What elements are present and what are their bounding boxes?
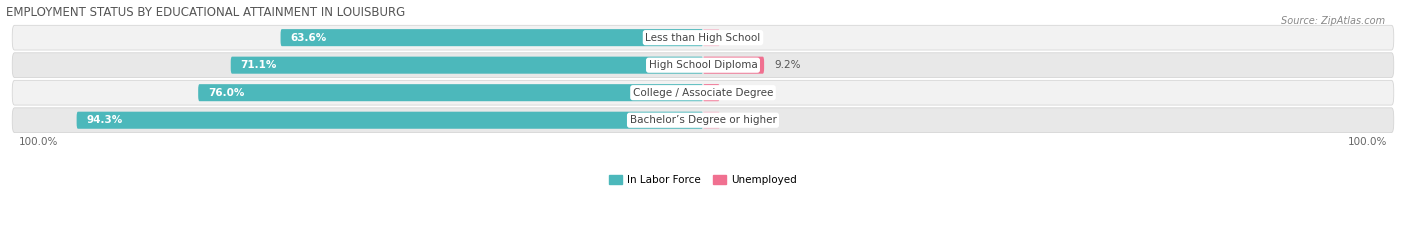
Legend: In Labor Force, Unemployed: In Labor Force, Unemployed	[605, 171, 801, 189]
Text: 94.3%: 94.3%	[87, 115, 122, 125]
Text: 9.2%: 9.2%	[775, 60, 800, 70]
FancyBboxPatch shape	[77, 112, 703, 129]
FancyBboxPatch shape	[13, 108, 1393, 133]
FancyBboxPatch shape	[13, 80, 1393, 105]
Text: 71.1%: 71.1%	[240, 60, 277, 70]
FancyBboxPatch shape	[281, 29, 703, 46]
Text: 0.0%: 0.0%	[730, 33, 756, 43]
Text: 76.0%: 76.0%	[208, 88, 245, 98]
Text: 63.6%: 63.6%	[291, 33, 326, 43]
Text: Source: ZipAtlas.com: Source: ZipAtlas.com	[1281, 16, 1385, 26]
FancyBboxPatch shape	[703, 29, 720, 46]
FancyBboxPatch shape	[13, 25, 1393, 50]
FancyBboxPatch shape	[703, 84, 720, 101]
Text: High School Diploma: High School Diploma	[648, 60, 758, 70]
Text: EMPLOYMENT STATUS BY EDUCATIONAL ATTAINMENT IN LOUISBURG: EMPLOYMENT STATUS BY EDUCATIONAL ATTAINM…	[6, 6, 405, 19]
Text: 2.5%: 2.5%	[730, 88, 756, 98]
FancyBboxPatch shape	[198, 84, 703, 101]
FancyBboxPatch shape	[703, 112, 720, 129]
Text: College / Associate Degree: College / Associate Degree	[633, 88, 773, 98]
FancyBboxPatch shape	[703, 57, 763, 74]
Text: Bachelor’s Degree or higher: Bachelor’s Degree or higher	[630, 115, 776, 125]
FancyBboxPatch shape	[231, 57, 703, 74]
FancyBboxPatch shape	[13, 53, 1393, 78]
Text: 0.0%: 0.0%	[730, 115, 756, 125]
Text: Less than High School: Less than High School	[645, 33, 761, 43]
